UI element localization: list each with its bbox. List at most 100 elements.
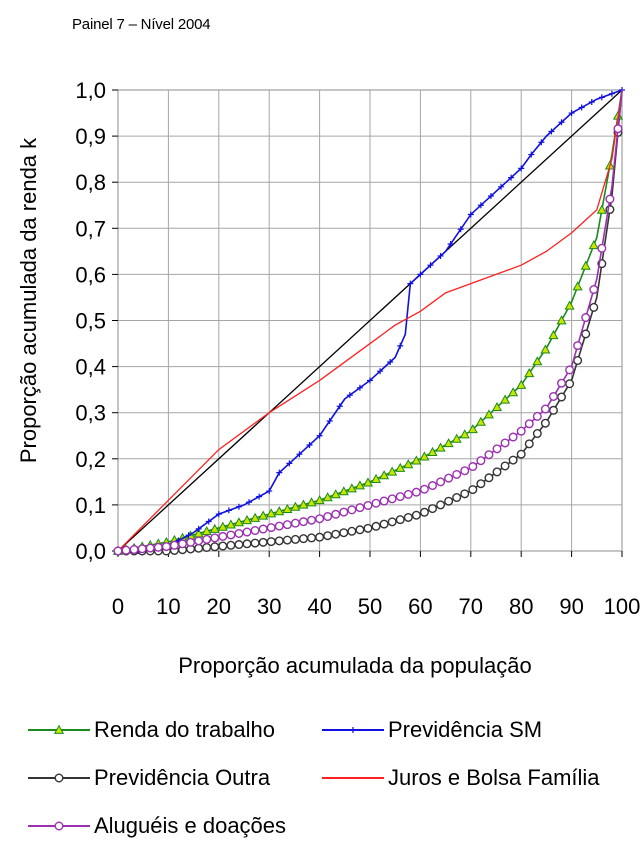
series-marker [185, 532, 192, 539]
series-marker [256, 493, 263, 500]
x-tick-label: 0 [112, 594, 124, 619]
series-marker [588, 98, 595, 105]
series-marker [331, 509, 341, 519]
series-marker [371, 498, 381, 508]
series-marker [578, 104, 585, 111]
series-marker [532, 411, 542, 421]
series-marker [315, 514, 325, 524]
series-marker [580, 260, 591, 270]
series-marker [347, 505, 357, 515]
series-marker [447, 240, 454, 247]
series-marker [395, 492, 405, 502]
series-4 [113, 89, 623, 556]
series-marker [202, 534, 212, 544]
x-tick-label: 70 [459, 594, 483, 619]
series-marker [516, 449, 526, 459]
legend: Renda do trabalho Previdência SM Previdênc… [28, 717, 600, 838]
series-marker [276, 469, 283, 476]
series-marker [573, 341, 583, 351]
series-marker [548, 405, 558, 415]
series-marker [588, 240, 599, 250]
series-marker [460, 466, 470, 476]
series-marker [323, 512, 333, 522]
series-marker [484, 473, 494, 483]
series-marker [217, 521, 228, 531]
series-marker [113, 546, 123, 556]
legend-item: Previdência Outra [28, 765, 271, 790]
series-marker [210, 533, 220, 543]
series-marker [508, 174, 515, 181]
series-marker [330, 489, 341, 499]
series-marker [282, 503, 293, 514]
legend-item: Previdência SM [322, 717, 542, 742]
x-tick-label: 60 [408, 594, 432, 619]
series-marker [379, 496, 389, 506]
series-marker [339, 507, 349, 517]
series-marker [427, 446, 438, 457]
y-tick-label: 0,3 [75, 401, 106, 426]
series-marker [467, 211, 474, 218]
legend-label: Juros e Bolsa Família [388, 765, 600, 790]
series-marker [306, 497, 317, 507]
series-marker [121, 545, 131, 555]
x-tick-labels: 0 10 20 30 40 50 60 70 80 90 100 [112, 594, 640, 619]
series-marker [500, 461, 510, 471]
series-marker [540, 404, 550, 414]
series-marker [54, 773, 64, 783]
series-marker [565, 365, 575, 375]
series-marker [581, 329, 591, 339]
series-marker [548, 128, 555, 135]
legend-label: Renda do trabalho [94, 717, 275, 742]
series-marker [500, 394, 511, 404]
series-marker [218, 541, 228, 551]
series-marker [548, 330, 559, 340]
series-marker [314, 495, 325, 505]
series-marker [564, 300, 575, 310]
y-tick-label: 0,7 [75, 216, 106, 241]
series-marker [186, 537, 196, 547]
y-tick-label: 0,1 [75, 493, 106, 518]
series-marker [336, 403, 343, 410]
series-marker [459, 429, 470, 439]
series-marker [407, 280, 414, 287]
series-marker [557, 392, 567, 402]
series-marker [129, 545, 139, 555]
series-marker [395, 515, 405, 525]
series-marker [598, 94, 605, 101]
series-marker [195, 525, 202, 532]
series-marker [484, 450, 494, 460]
x-tick-label: 30 [257, 594, 281, 619]
series-marker [427, 262, 434, 269]
series-marker [395, 462, 406, 472]
series-marker [205, 518, 212, 525]
series-marker [290, 534, 300, 544]
series-marker [528, 151, 535, 158]
series-marker [435, 442, 446, 452]
series-marker [234, 540, 244, 550]
series-marker [178, 539, 188, 549]
series-marker [540, 418, 550, 428]
series-marker [54, 821, 64, 831]
y-tick-label: 0,6 [75, 262, 106, 287]
series-marker [282, 535, 292, 545]
series-marker [436, 477, 446, 487]
series-marker [145, 543, 155, 553]
series-marker [516, 426, 526, 436]
series-marker [419, 451, 430, 461]
series-marker [137, 544, 147, 554]
series-marker [356, 384, 363, 391]
series-marker [226, 540, 236, 550]
series-marker [477, 202, 484, 209]
series-marker [347, 526, 357, 536]
series-marker [355, 525, 365, 535]
series-marker [315, 532, 325, 542]
series-3 [117, 89, 623, 552]
series-marker [218, 531, 228, 541]
series-marker [225, 507, 232, 514]
series-marker [492, 467, 502, 477]
series-marker [209, 523, 220, 533]
series-marker [274, 521, 284, 531]
series-marker [53, 724, 65, 734]
series-marker [558, 119, 565, 126]
series-marker [419, 507, 429, 517]
